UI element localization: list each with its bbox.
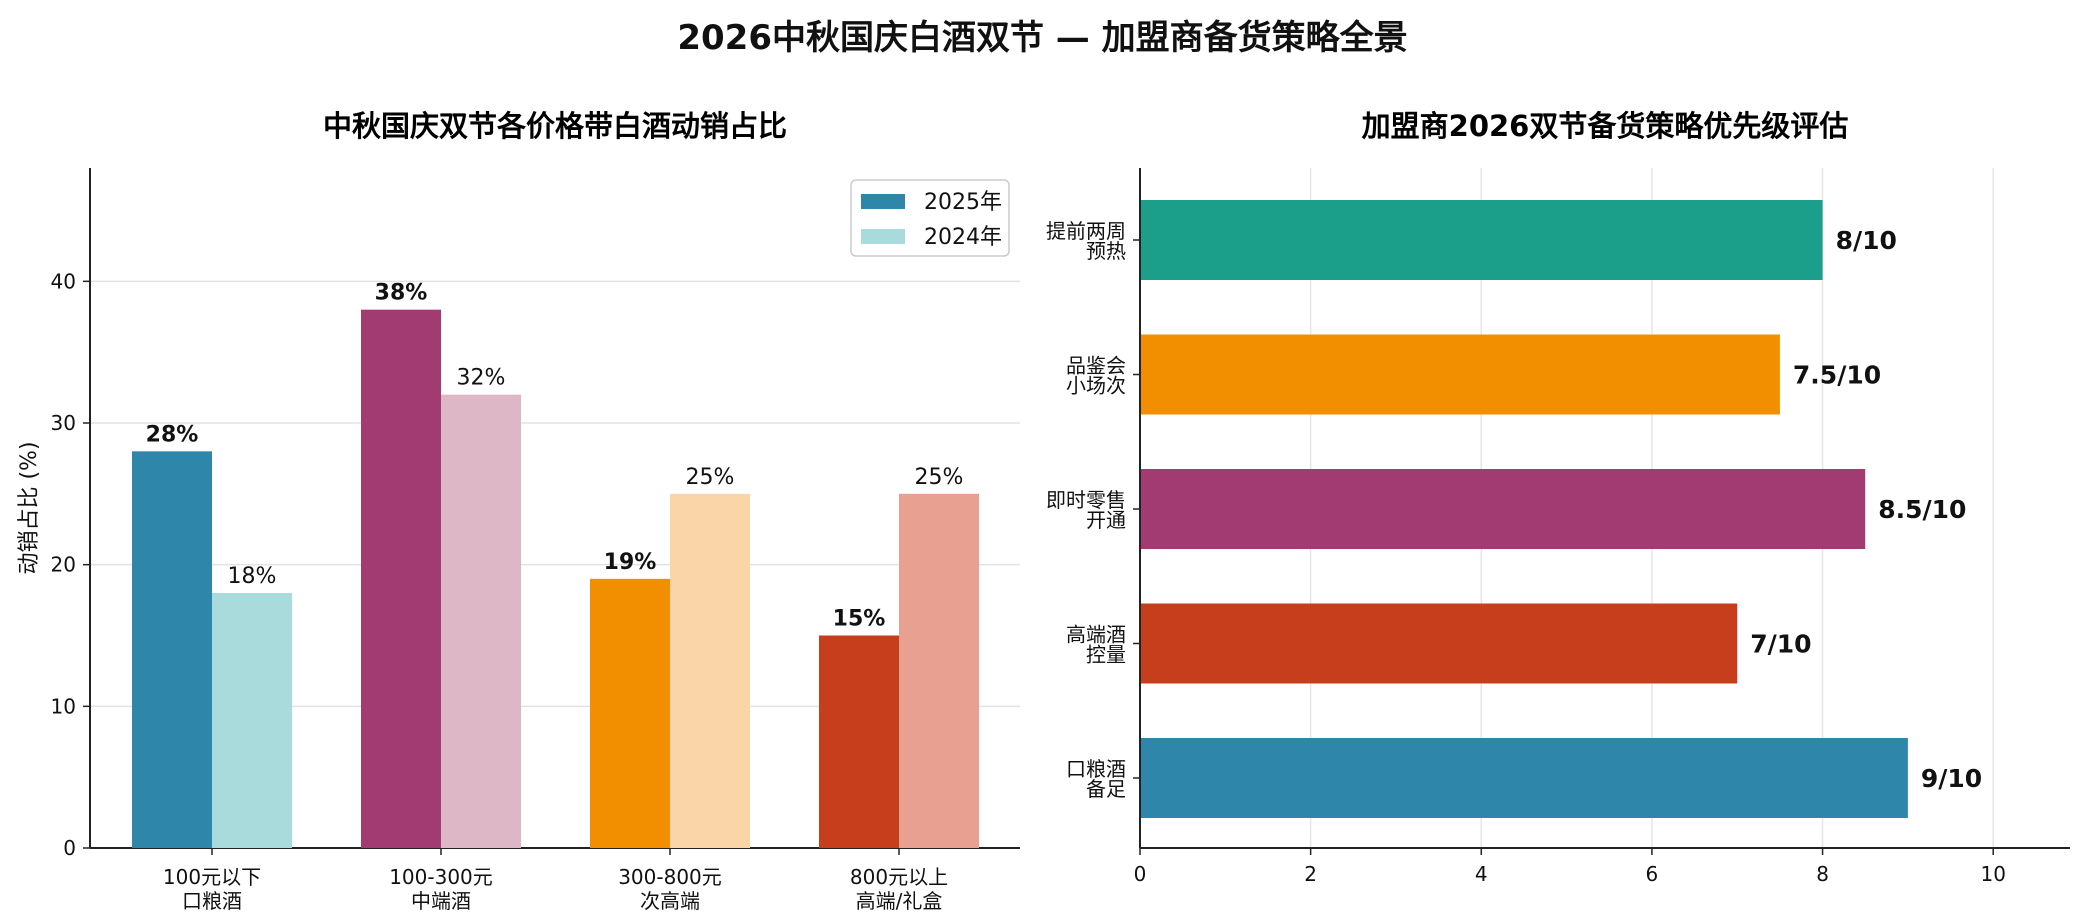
y-tick-label: 提前两周 — [1046, 219, 1126, 243]
bar-value-label: 9/10 — [1921, 764, 1982, 793]
main-title: 2026中秋国庆白酒双节 — 加盟商备货策略全景 — [677, 18, 1408, 58]
y-tick-label: 小场次 — [1066, 374, 1126, 398]
bar-2025 — [361, 309, 441, 849]
bar-2024 — [670, 493, 750, 848]
y-tick-label: 品鉴会 — [1066, 354, 1126, 378]
bar-strategy — [1140, 738, 1908, 818]
bar-strategy — [1140, 603, 1738, 684]
y-tick-label: 40 — [51, 269, 76, 293]
legend-swatch — [861, 229, 905, 244]
x-tick-label: 0 — [1134, 862, 1147, 886]
y-tick-label: 20 — [51, 553, 76, 577]
y-tick-label: 预热 — [1086, 239, 1126, 263]
bar-2024 — [899, 493, 979, 848]
bar-value-label: 8.5/10 — [1878, 495, 1966, 524]
y-tick-label: 0 — [63, 836, 76, 860]
bar-strategy — [1140, 200, 1823, 280]
y-tick-label: 口粮酒 — [1066, 757, 1126, 781]
y-axis-label: 动销占比 (%) — [17, 441, 42, 574]
x-tick-label: 次高端 — [640, 889, 700, 913]
x-tick-label: 300-800元 — [618, 865, 722, 889]
x-tick-label: 10 — [1980, 862, 2005, 886]
bar-value-label: 32% — [457, 366, 506, 391]
x-tick-label: 800元以上 — [850, 865, 948, 889]
y-tick-label: 控量 — [1086, 643, 1126, 667]
right-chart-title: 加盟商2026双节备货策略优先级评估 — [1362, 109, 1849, 143]
legend-label: 2024年 — [924, 225, 1002, 250]
bar-value-label: 38% — [375, 281, 428, 306]
bar-value-label: 8/10 — [1836, 226, 1897, 255]
y-tick-label: 开通 — [1086, 508, 1126, 532]
bar-strategy — [1140, 469, 1866, 549]
bar-value-label: 25% — [915, 465, 964, 490]
left-chart-title: 中秋国庆双节各价格带白酒动销占比 — [323, 109, 787, 143]
bar-value-label: 7/10 — [1750, 630, 1811, 659]
bar-value-label: 18% — [228, 564, 277, 589]
bar-value-label: 15% — [833, 607, 886, 632]
y-tick-label: 即时零售 — [1046, 488, 1126, 512]
x-tick-label: 100元以下 — [163, 865, 261, 889]
x-tick-label: 高端/礼盒 — [856, 889, 943, 913]
x-tick-label: 4 — [1475, 862, 1488, 886]
legend-label: 2025年 — [924, 190, 1002, 215]
bar-2024 — [212, 593, 292, 848]
x-tick-label: 中端酒 — [411, 889, 471, 913]
x-tick-label: 2 — [1304, 862, 1317, 886]
legend-swatch — [861, 194, 905, 209]
bar-2025 — [819, 635, 899, 848]
x-tick-label: 6 — [1646, 862, 1659, 886]
bar-strategy — [1140, 334, 1780, 415]
bar-value-label: 25% — [686, 465, 735, 490]
y-tick-label: 备足 — [1086, 777, 1126, 801]
x-tick-label: 口粮酒 — [182, 889, 242, 913]
bar-2024 — [441, 394, 521, 848]
y-tick-label: 30 — [51, 411, 76, 435]
bar-2025 — [590, 578, 670, 848]
bar-value-label: 28% — [146, 422, 199, 447]
x-tick-label: 100-300元 — [389, 865, 493, 889]
y-tick-label: 10 — [51, 694, 76, 718]
bar-2025 — [132, 451, 212, 848]
bar-value-label: 19% — [604, 550, 657, 575]
x-tick-label: 8 — [1816, 862, 1829, 886]
bar-value-label: 7.5/10 — [1793, 361, 1881, 390]
y-tick-label: 高端酒 — [1066, 623, 1126, 647]
